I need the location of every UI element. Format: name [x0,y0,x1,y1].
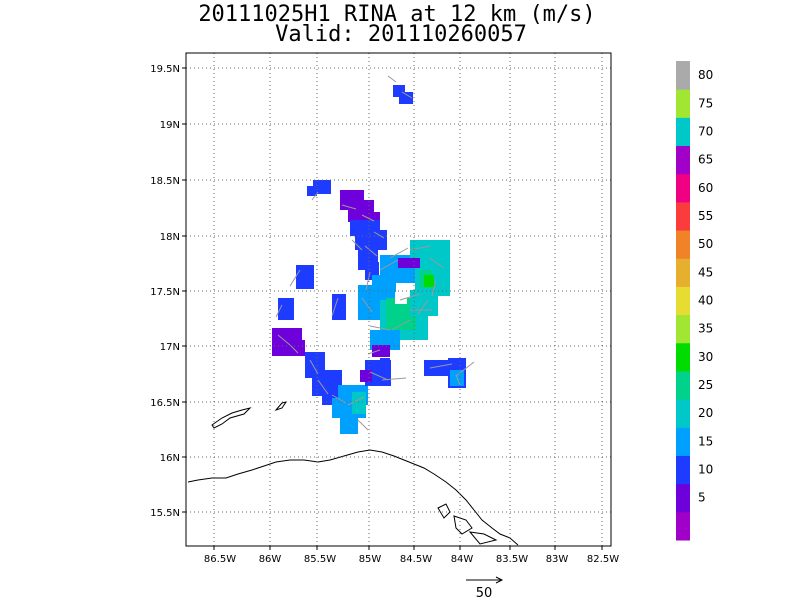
colorbar-label: 50 [698,237,713,251]
colorbar-label: 55 [698,209,713,223]
colorbar-swatch [676,511,690,541]
colorbar-label: 20 [698,406,713,420]
colorbar-label: 5 [698,491,706,505]
colorbar-swatch [676,399,690,428]
colorbar-label: 75 [698,96,713,110]
lon-label: 85W [359,554,382,565]
colorbar-label: 15 [698,434,713,448]
chart-title: 20111025H1 RINA at 12 km (m/s) [198,2,596,27]
lon-label: 86W [259,554,282,565]
lat-label: 19.5N [150,64,180,75]
lat-label: 16.5N [150,398,180,409]
colorbar-swatch [676,483,690,513]
wind-vectors [275,75,475,431]
colorbar-label: 60 [698,181,713,195]
colorbar-label: 80 [698,68,713,82]
colorbar-swatch [676,230,690,259]
lat-label: 17N [160,342,180,353]
colorbar-label: 30 [698,350,713,364]
valid-time: Valid: 201110260057 [275,22,527,47]
lat-label: 16N [160,453,180,464]
map-frame [185,52,612,547]
colorbar-swatch [676,455,690,485]
colorbar-label: 25 [698,378,713,392]
colorbar-label: 45 [698,265,713,279]
axis-ticks [182,67,603,550]
colorbar-swatch [676,286,690,316]
colorbar-swatch [676,258,690,287]
lon-label: 83W [546,554,569,565]
colorbar-label: 10 [698,463,713,477]
lon-label: 85.5W [304,554,336,565]
lon-label: 82.5W [587,554,619,565]
colorbar-swatch [676,61,690,90]
colorbar-label: 70 [698,124,713,138]
colorbar-swatch [676,314,690,344]
lon-label: 86.5W [204,554,236,565]
colorbar-swatch [676,370,690,400]
lat-label: 18.5N [150,176,180,187]
arrow-head-icon [495,576,504,584]
colorbar: 5 10 15 20 25 30 35 40 45 50 55 60 65 70 75 80 [676,61,713,541]
colorbar-label: 40 [698,294,713,308]
lat-label: 15.5N [150,508,180,519]
lat-label: 18N [160,232,180,243]
colorbar-swatch [676,89,690,118]
lat-label: 17.5N [150,287,180,298]
colorbar-label: 35 [698,322,713,336]
lon-label: 83.5W [496,554,528,565]
wind-field [272,85,466,434]
lon-label: 84W [451,554,474,565]
colorbar-swatch [676,145,690,175]
reference-vector: 50 [466,576,504,600]
colorbar-swatch [676,117,690,147]
colorbar-swatch [676,342,690,372]
grid-lines [186,53,611,546]
reference-vector-label: 50 [476,586,493,600]
colorbar-swatch [676,201,690,231]
lon-label: 84.5W [400,554,432,565]
colorbar-swatch [676,173,690,203]
colorbar-swatch [676,427,690,456]
lat-label: 19N [160,120,180,131]
colorbar-label: 65 [698,153,713,167]
